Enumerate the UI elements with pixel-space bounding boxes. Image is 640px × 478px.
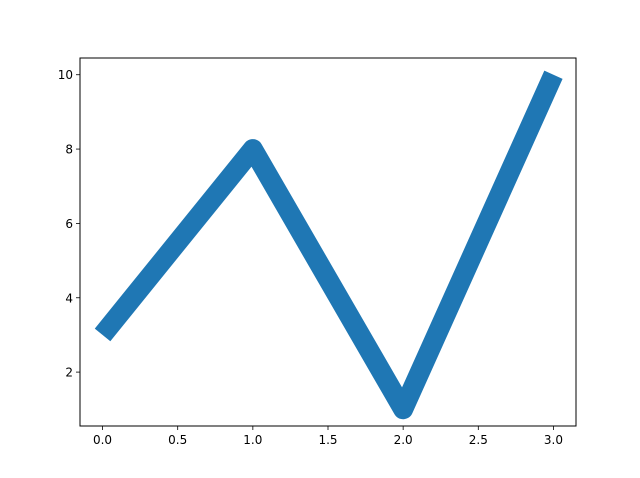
x-tick-label: 2.0 [394, 433, 413, 447]
x-tick-label: 0.0 [93, 433, 112, 447]
x-tick-label: 0.5 [168, 433, 187, 447]
y-tick-label: 6 [65, 217, 73, 231]
series-line-0 [94, 70, 563, 420]
y-tick-label: 8 [65, 143, 73, 157]
x-axis: 0.0 0.5 1.0 1.5 2.0 2.5 3.0 [93, 426, 563, 447]
x-tick-label: 1.5 [318, 433, 337, 447]
series-layer [94, 70, 563, 420]
y-axis: 2 4 6 8 10 [58, 68, 80, 380]
y-tick-label: 10 [58, 68, 73, 82]
y-tick-label: 2 [65, 366, 73, 380]
x-tick-label: 3.0 [544, 433, 563, 447]
x-tick-label: 2.5 [469, 433, 488, 447]
axes-frame [79, 57, 577, 427]
y-tick-label: 4 [65, 291, 73, 305]
x-tick-label: 1.0 [243, 433, 262, 447]
